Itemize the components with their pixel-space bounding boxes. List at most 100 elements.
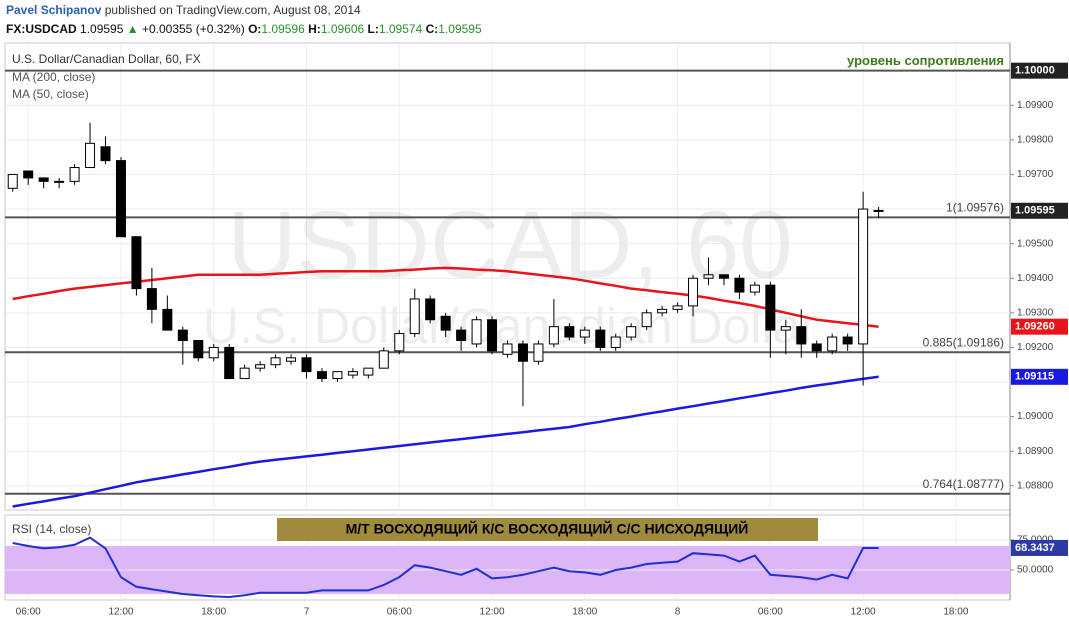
candle-body <box>409 298 420 335</box>
legend-entry: MA (200, close) <box>12 70 95 84</box>
candle-body <box>85 142 96 169</box>
candle-body <box>548 326 559 345</box>
y-tick-label: 1.09800 <box>1017 134 1054 145</box>
x-tick-label: 12:00 <box>480 607 505 618</box>
candle-body <box>517 343 528 362</box>
y-tick-label: 1.09200 <box>1017 342 1054 353</box>
x-tick-label: 06:00 <box>16 607 41 618</box>
candle-body <box>780 326 791 331</box>
y-tick-label: 1.09700 <box>1017 169 1054 180</box>
arrow: ▲ <box>126 22 139 36</box>
price-marker <box>1011 202 1068 219</box>
level-label: 0.885(1.09186) <box>923 335 1004 349</box>
candle-body <box>115 160 126 238</box>
price-marker-label: 68.3437 <box>1015 542 1055 554</box>
quote-value: 1.09606 <box>320 22 365 36</box>
candle-body <box>69 167 80 182</box>
price-marker <box>1011 62 1068 79</box>
y-tick-label: 1.09000 <box>1017 411 1054 422</box>
candle-body <box>394 333 405 352</box>
x-tick-label: 12:00 <box>108 607 133 618</box>
y-tick-label: 1.09900 <box>1017 100 1054 111</box>
x-tick-label: 06:00 <box>758 607 783 618</box>
ma-line <box>12 266 879 328</box>
candle-body <box>162 308 173 331</box>
candle-body <box>100 146 111 162</box>
candle-body <box>749 284 760 293</box>
price-marker-label: 1.10000 <box>1015 65 1055 77</box>
annotation: М/Т ВОСХОДЯЩИЙ К/С ВОСХОДЯЩИЙ С/С НИСХОД… <box>346 520 749 537</box>
candle-body <box>208 346 219 359</box>
candle-body <box>332 371 343 380</box>
candle-body <box>842 336 853 345</box>
x-tick-label: 18:00 <box>572 607 597 618</box>
last-price: 1.09595 <box>80 22 124 36</box>
quote-label: H: <box>308 22 321 36</box>
y-tick-label: 1.08800 <box>1017 480 1054 491</box>
candle-body <box>672 305 683 310</box>
candle-body <box>286 357 297 362</box>
symbol: FX:USDCAD <box>6 22 77 36</box>
x-tick-label: 18:00 <box>943 607 968 618</box>
candle-body <box>610 336 621 348</box>
candle-body <box>688 277 699 307</box>
candle-body <box>456 329 467 341</box>
y-tick-label: 1.09400 <box>1017 273 1054 284</box>
level-label: 0.764(1.08777) <box>923 477 1004 491</box>
quote-value: 1.09574 <box>378 22 423 36</box>
candle-body <box>7 173 18 189</box>
legend-entry: MA (50, close) <box>12 87 89 101</box>
annotation-box <box>277 518 818 541</box>
quote-label: L: <box>367 22 379 36</box>
candle-body <box>146 288 157 310</box>
candle-body <box>811 343 822 352</box>
candle-body <box>38 177 49 182</box>
watermark: USDCAD, 60 <box>227 191 793 298</box>
y-tick-label: 50.0000 <box>1017 565 1054 576</box>
candle-body <box>193 339 204 359</box>
candle-body <box>363 367 374 376</box>
candle-body <box>440 315 451 331</box>
x-tick-label: 12:00 <box>851 607 876 618</box>
price-marker <box>1011 539 1068 556</box>
header-line: Pavel Schipanov published on TradingView… <box>6 3 361 17</box>
ma-line <box>12 375 879 508</box>
candle-body <box>239 367 250 380</box>
candle-body <box>595 329 606 348</box>
rsi-line <box>12 536 879 599</box>
candle-body <box>131 236 142 290</box>
candle-body <box>564 326 575 338</box>
plot-layer: 06:00 12:00 18:00 7 06:00 12:00 18:00 8 06:00 12:… <box>5 43 1068 618</box>
x-tick-label: 8 <box>675 607 681 618</box>
candle-body <box>54 180 65 183</box>
x-tick-label: 7 <box>304 607 310 618</box>
candle-body <box>734 277 745 293</box>
candle-body <box>255 364 266 369</box>
candle-body <box>425 298 436 321</box>
candle-body <box>858 208 869 345</box>
rsi-title: RSI (14, close) <box>12 522 91 536</box>
candle-body <box>177 329 188 341</box>
quote-value: 1.09596 <box>261 22 305 36</box>
candle-body <box>873 209 884 212</box>
author: Pavel Schipanov <box>6 3 102 17</box>
candle-body <box>827 336 838 352</box>
quote-label: C: <box>425 22 439 36</box>
candle-body <box>347 371 358 376</box>
source: published on TradingView.com, August 08,… <box>104 3 361 17</box>
price-marker-label: 1.09260 <box>1015 321 1055 333</box>
candle-body <box>224 346 235 380</box>
candle-body <box>471 319 482 345</box>
candle-body <box>487 319 498 352</box>
candle-body <box>502 343 513 355</box>
candle-body <box>579 329 590 338</box>
candle-body <box>316 371 327 380</box>
candle-body <box>626 326 637 338</box>
chart-title: U.S. Dollar/Canadian Dollar, 60, FX <box>12 52 201 66</box>
level-label: уровень сопротивления <box>847 53 1004 68</box>
quote-value: 1.09595 <box>438 22 482 36</box>
change: +0.00355 (+0.32%) <box>138 22 245 36</box>
candle-body <box>796 326 807 345</box>
candle-body <box>301 357 312 373</box>
candle-body <box>378 350 389 369</box>
